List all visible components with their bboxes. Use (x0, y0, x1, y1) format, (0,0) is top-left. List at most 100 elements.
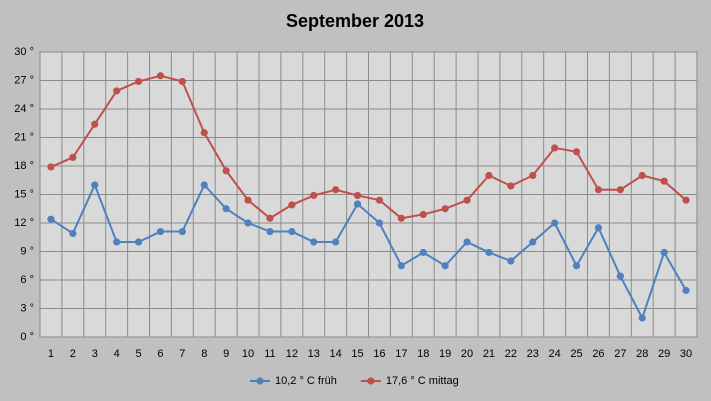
point (419, 248, 427, 257)
legend-label: 10,2 ° C früh (275, 375, 337, 387)
point (244, 219, 252, 227)
x-tick-label: 4 (114, 348, 120, 360)
x-tick-label: 9 (223, 348, 229, 360)
point (572, 262, 581, 270)
point (266, 214, 274, 222)
x-tick-label: 29 (658, 348, 670, 360)
point (47, 215, 55, 223)
series-line (50, 182, 687, 321)
point (638, 314, 646, 322)
point (200, 129, 208, 137)
y-tick-label: 18 ° (14, 160, 34, 172)
y-tick-label: 15 ° (14, 188, 34, 200)
x-tick-label: 2 (70, 348, 76, 360)
x-tick-label: 16 (373, 348, 385, 360)
point (178, 77, 186, 86)
point (353, 200, 362, 208)
point (660, 177, 668, 185)
point (134, 238, 143, 246)
point (551, 219, 559, 227)
point (310, 191, 318, 200)
point (353, 191, 362, 200)
x-tick-label: 10 (242, 348, 254, 360)
x-tick-label: 24 (549, 348, 561, 360)
x-tick-label: 20 (461, 348, 473, 360)
point (332, 238, 340, 246)
point (397, 262, 405, 270)
x-tick-label: 13 (308, 348, 320, 360)
x-tick-label: 25 (570, 348, 582, 360)
point (682, 196, 690, 204)
point (310, 238, 318, 246)
point (463, 196, 471, 204)
x-tick-label: 26 (592, 348, 604, 360)
x-tick-label: 27 (614, 348, 626, 360)
point (594, 224, 603, 232)
y-tick-label: 12 ° (14, 217, 34, 229)
chart-title: September 2013 (286, 11, 424, 31)
point (156, 227, 165, 236)
point (594, 186, 603, 194)
point (69, 229, 77, 238)
series-line (50, 74, 687, 220)
y-tick-label: 6 ° (20, 274, 34, 286)
point (529, 171, 537, 180)
y-tick-label: 9 ° (20, 245, 34, 257)
point (266, 227, 274, 236)
y-tick-label: 27 ° (14, 74, 34, 86)
point (200, 181, 208, 189)
y-tick-label: 24 ° (14, 103, 34, 115)
point (91, 181, 99, 189)
point (288, 227, 296, 236)
x-tick-label: 22 (505, 348, 517, 360)
point (244, 196, 252, 204)
x-tick-label: 11 (264, 348, 275, 360)
y-tick-label: 30 ° (14, 46, 34, 58)
point (638, 171, 646, 180)
x-tick-label: 19 (439, 348, 451, 360)
point (69, 153, 77, 162)
point (222, 205, 230, 213)
x-tick-label: 15 (351, 348, 363, 360)
point (375, 219, 384, 227)
point (441, 262, 449, 270)
point (375, 196, 384, 204)
x-tick-label: 6 (157, 348, 163, 360)
point (682, 286, 690, 295)
legend-marker (256, 377, 264, 385)
point (463, 238, 471, 246)
point (332, 186, 340, 194)
x-tick-label: 17 (395, 348, 407, 360)
legend-marker (367, 377, 375, 385)
legend-label: 17,6 ° C mittag (386, 375, 459, 387)
point (616, 186, 624, 194)
point (616, 272, 624, 280)
x-tick-label: 12 (286, 348, 298, 360)
point (507, 182, 515, 190)
point (156, 72, 165, 80)
y-tick-label: 21 ° (14, 131, 34, 143)
x-tick-label: 8 (201, 348, 207, 360)
point (441, 205, 449, 213)
x-tick-label: 7 (179, 348, 185, 360)
point (178, 227, 186, 236)
x-tick-label: 18 (417, 348, 429, 360)
point (660, 248, 668, 257)
y-tick-label: 0 ° (20, 331, 34, 343)
point (419, 210, 427, 219)
point (134, 77, 143, 86)
x-tick-label: 3 (92, 348, 98, 360)
x-tick-label: 14 (330, 348, 342, 360)
point (222, 167, 230, 175)
point (113, 238, 121, 246)
point (551, 144, 559, 152)
point (47, 163, 55, 171)
point (397, 214, 405, 222)
x-tick-label: 1 (48, 348, 54, 360)
y-tick-label: 3 ° (20, 302, 34, 314)
x-tick-label: 21 (483, 348, 495, 360)
x-tick-label: 5 (135, 348, 141, 360)
point (485, 171, 493, 180)
